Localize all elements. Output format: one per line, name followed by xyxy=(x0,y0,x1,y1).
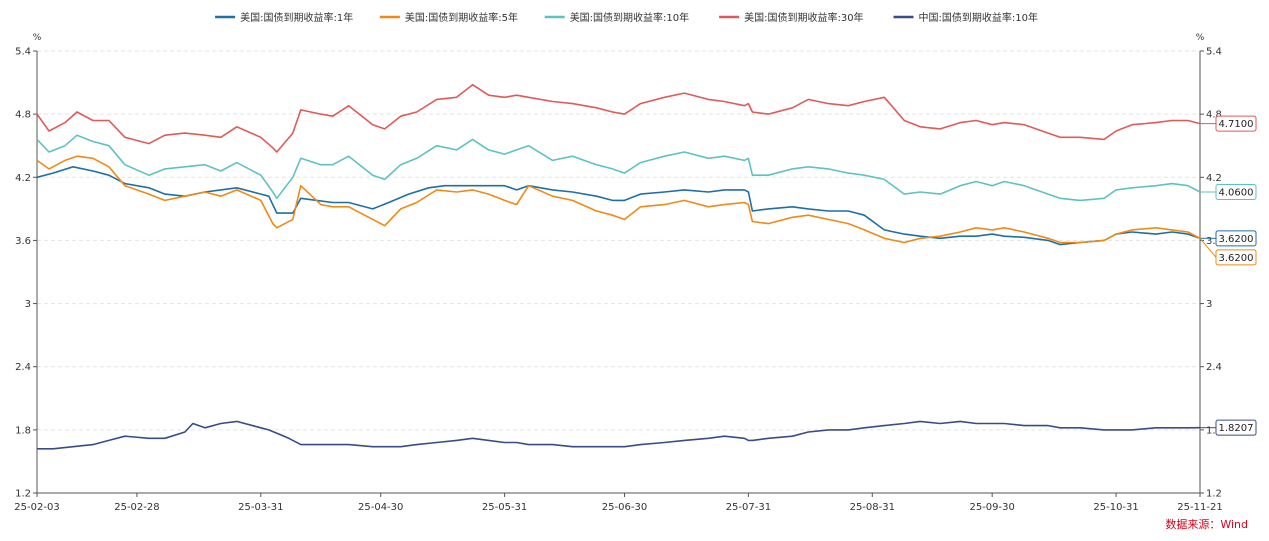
x-tick-label: 25-02-28 xyxy=(114,502,159,513)
end-value-label: 4.0600 xyxy=(1219,188,1254,199)
y-tick-label-right: 1.2 xyxy=(1206,489,1222,500)
legend-label: 美国:国债到期收益率:10年 xyxy=(570,11,689,24)
y-tick-label-left: 1.8 xyxy=(15,425,31,436)
y-tick-label-right: 4.8 xyxy=(1206,110,1222,121)
end-value-label: 1.8207 xyxy=(1219,423,1254,434)
y-tick-label-left: 2.4 xyxy=(15,362,31,373)
end-label-box xyxy=(1215,249,1257,266)
y-tick-label-left: 4.2 xyxy=(15,173,31,184)
y-tick-label-left: 3 xyxy=(25,299,31,310)
y-tick-label-left: 1.2 xyxy=(15,489,31,500)
x-tick-label: 25-03-31 xyxy=(238,502,283,513)
legend-label: 美国:国债到期收益率:1年 xyxy=(240,11,353,24)
end-value-labels: 3.6200 3.6200 4.0600 4.7100 1.8207 xyxy=(1199,115,1257,436)
y-tick-label-right: 4.2 xyxy=(1206,173,1222,184)
end-value-label: 4.7100 xyxy=(1219,119,1254,130)
left-axis-unit: % xyxy=(33,33,42,43)
x-tick-label: 25-08-31 xyxy=(850,502,895,513)
x-tick-label: 25-06-30 xyxy=(602,502,647,513)
end-label-box xyxy=(1215,115,1257,132)
series-lines xyxy=(36,83,1201,450)
horizontal-gridlines xyxy=(37,50,1200,431)
series-line xyxy=(36,83,1201,153)
y-tick-label-right: 3.6 xyxy=(1206,236,1222,247)
x-tick-label: 25-02-03 xyxy=(14,502,59,513)
y-tick-label-left: 5.4 xyxy=(15,47,31,58)
axes: 5.4 5.4 4.8 4.8 4.2 4.2 3.6 3.6 3 3 2.4 2.4 1.8 1.8 1.… xyxy=(14,47,1222,514)
series-line xyxy=(36,155,1201,244)
data-source-note: 数据来源：Wind xyxy=(1165,517,1248,531)
right-axis-unit: % xyxy=(1196,33,1205,43)
chart-legend: 美国:国债到期收益率:1年 美国:国债到期收益率:5年 美国:国债到期收益率:10年… xyxy=(215,11,1038,24)
end-label-connector xyxy=(1199,237,1217,258)
legend-label: 美国:国债到期收益率:30年 xyxy=(744,11,863,24)
end-label-box xyxy=(1215,184,1257,201)
series-line xyxy=(37,420,1201,450)
y-tick-label-right: 3 xyxy=(1206,299,1212,310)
x-tick-label: 25-09-30 xyxy=(969,502,1014,513)
series-line xyxy=(36,134,1201,202)
x-tick-label: 25-10-31 xyxy=(1093,502,1138,513)
x-tick-label: 25-07-31 xyxy=(726,502,771,513)
y-tick-label-right: 2.4 xyxy=(1206,362,1222,373)
y-tick-label-left: 4.8 xyxy=(15,110,31,121)
end-value-label: 3.6200 xyxy=(1219,234,1254,245)
y-tick-label-right: 5.4 xyxy=(1206,47,1222,58)
end-label-box xyxy=(1215,419,1257,436)
x-tick-label: 25-05-31 xyxy=(482,502,527,513)
end-label-box xyxy=(1215,230,1257,247)
x-tick-label: 25-11-21 xyxy=(1177,502,1222,513)
y-tick-label-left: 3.6 xyxy=(15,236,31,247)
legend-label: 美国:国债到期收益率:5年 xyxy=(405,11,518,24)
end-value-label: 3.6200 xyxy=(1219,253,1254,264)
series-line xyxy=(36,166,1201,246)
legend-label: 中国:国债到期收益率:10年 xyxy=(919,11,1038,24)
x-tick-label: 25-04-30 xyxy=(358,502,403,513)
y-tick-label-right: 1.8 xyxy=(1206,425,1222,436)
